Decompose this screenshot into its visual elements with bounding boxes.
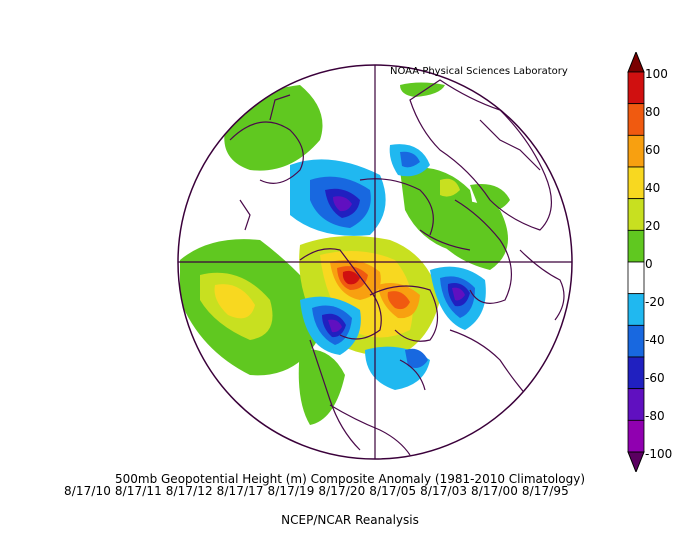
- colorbar-tick-label: -60: [645, 371, 665, 385]
- colorbar-swatch: [627, 324, 645, 358]
- colorbar-tick-label: 20: [645, 219, 661, 233]
- colorbar-swatch: [627, 388, 645, 421]
- colorbar-tick-label: 40: [645, 181, 661, 195]
- colorbar-tick-label: 100: [645, 67, 668, 81]
- colorbar-tick-label: -40: [645, 333, 665, 347]
- colorbar-top-arrow: [627, 52, 645, 73]
- colorbar-tick-label: -80: [645, 409, 665, 423]
- colorbar-tick-label: -100: [645, 447, 673, 461]
- colorbar-tick-label: 0: [645, 257, 653, 271]
- colorbar-bottom-arrow: [627, 451, 645, 472]
- colorbar-swatch: [627, 261, 645, 295]
- colorbar-swatch: [627, 103, 645, 136]
- colorbar-swatch: [627, 198, 645, 231]
- caption-dates: 8/17/10 8/17/11 8/17/12 8/17/17 8/17/19 …: [64, 484, 569, 498]
- colorbar-swatch: [627, 166, 645, 200]
- colorbar-tick-label: 60: [645, 143, 661, 157]
- colorbar-swatch: [627, 419, 645, 453]
- caption-source: NCEP/NCAR Reanalysis: [281, 513, 419, 527]
- anomaly-field: [180, 82, 510, 425]
- colorbar-swatch: [627, 71, 645, 105]
- colorbar-swatch: [627, 229, 645, 263]
- colorbar-swatch: [627, 134, 645, 168]
- credit-label: NOAA Physical Sciences Laboratory: [390, 66, 568, 77]
- caption-title: 500mb Geopotential Height (m) Composite …: [114, 472, 585, 486]
- colorbar-tick-label: 80: [645, 105, 661, 119]
- colorbar: [627, 52, 645, 472]
- colorbar-tick-label: -20: [645, 295, 665, 309]
- colorbar-swatch: [627, 293, 645, 326]
- colorbar-swatch: [627, 356, 645, 390]
